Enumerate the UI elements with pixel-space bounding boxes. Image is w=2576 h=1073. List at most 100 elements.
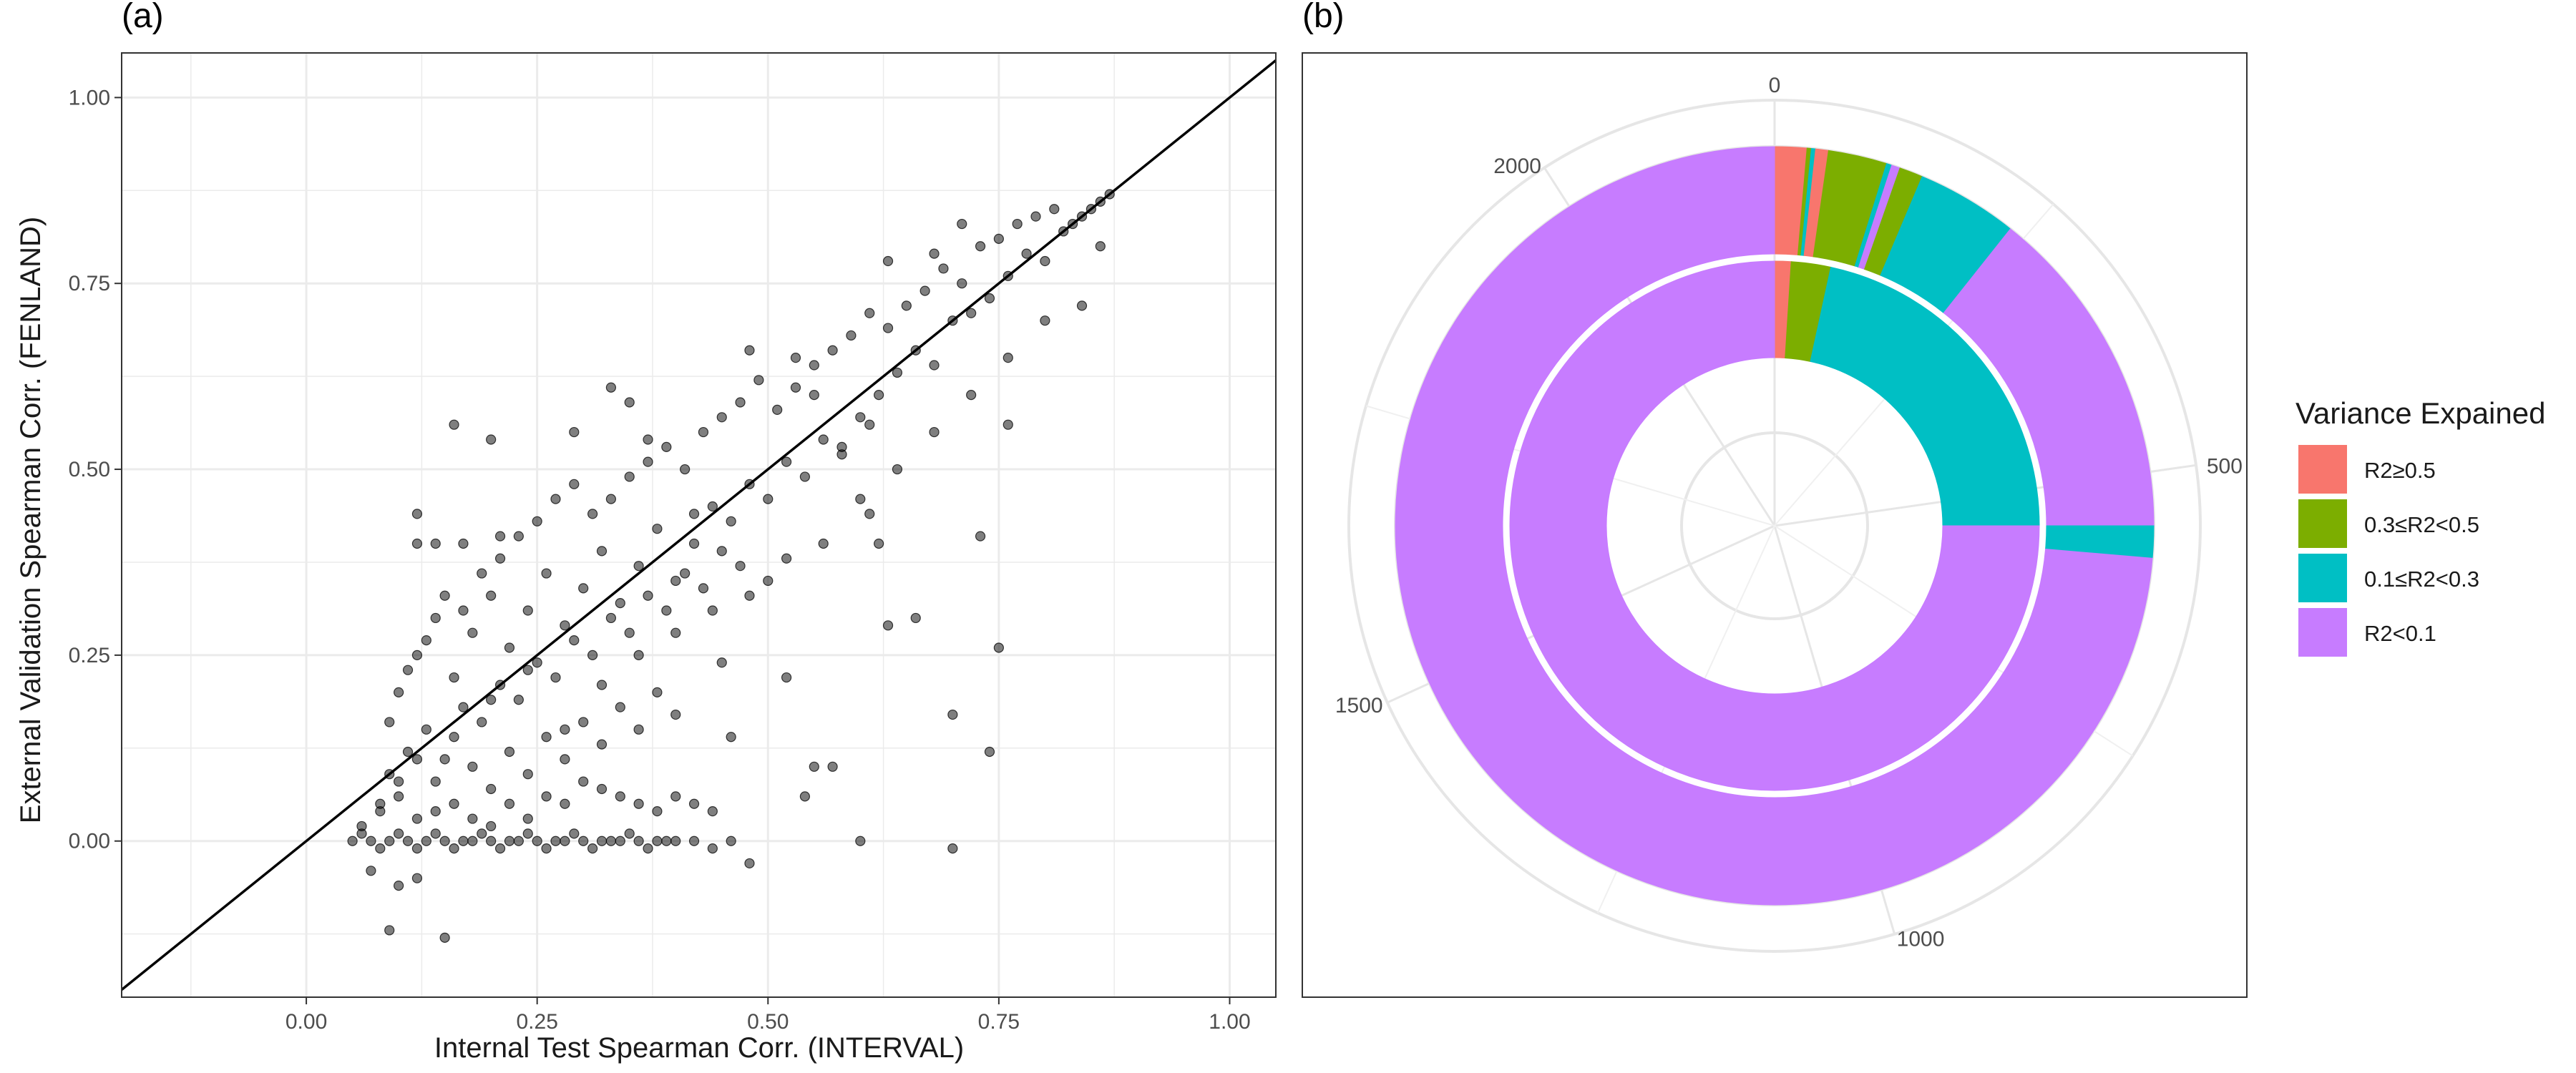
x-axis-title: Internal Test Spearman Corr. (INTERVAL) <box>434 1032 964 1064</box>
scatter-point <box>560 798 570 809</box>
outer-ring-segment <box>1395 146 2153 906</box>
scatter-point <box>550 494 561 504</box>
scatter-point <box>532 516 542 526</box>
scatter-point <box>744 590 755 601</box>
scatter-point <box>864 308 875 318</box>
scatter-point <box>375 798 386 809</box>
scatter-point <box>688 509 700 519</box>
scatter-point <box>615 598 625 609</box>
scatter-point <box>522 769 533 780</box>
panel-b: (b) 0 500 1000 1500 2000 <box>1302 0 2248 998</box>
scatter-point <box>467 761 478 772</box>
scatter-point <box>735 397 746 408</box>
polar-tick-label: 2000 <box>1493 155 1541 178</box>
scatter-point <box>605 836 617 846</box>
scatter-point <box>698 426 709 438</box>
scatter-point <box>411 813 423 824</box>
scatter-point <box>394 828 404 839</box>
scatter-point <box>707 605 718 616</box>
scatter-point <box>467 627 478 638</box>
scatter-point <box>799 791 810 802</box>
scatter-point <box>375 843 386 854</box>
scatter-point <box>458 702 469 712</box>
scatter-point <box>624 828 635 839</box>
scatter-point <box>874 390 884 401</box>
scatter-point <box>633 836 644 846</box>
scatter-point <box>541 791 552 802</box>
scatter-point <box>504 642 515 653</box>
scatter-point <box>1002 419 1013 430</box>
scatter-point <box>411 538 423 549</box>
legend-label: R2≥0.5 <box>2364 458 2436 483</box>
scatter-point <box>938 263 949 274</box>
scatter-point <box>1040 255 1050 267</box>
scatter-point <box>402 665 414 675</box>
scatter-point <box>550 672 561 683</box>
scatter-point <box>726 732 736 743</box>
scatter-point <box>1012 218 1023 230</box>
scatter-point <box>670 627 681 638</box>
scatter-point <box>882 255 894 267</box>
y-tick-label: 0.25 <box>69 644 110 667</box>
scatter-point <box>818 434 829 445</box>
scatter-point <box>449 798 459 809</box>
scatter-ticks: 0.00 0.25 0.50 0.75 1.00 0.00 0.25 0.50 0.75 1.00 <box>69 86 1251 1034</box>
scatter-point <box>993 233 1004 244</box>
scatter-point <box>809 390 819 401</box>
scatter-point <box>605 612 617 624</box>
scatter-point <box>726 836 736 846</box>
scatter-point <box>384 925 395 936</box>
scatter-point <box>726 516 736 526</box>
scatter-point <box>929 426 940 438</box>
scatter-point <box>874 538 884 549</box>
scatter-point <box>947 843 958 854</box>
scatter-point <box>449 672 459 683</box>
scatter-point <box>394 791 404 802</box>
scatter-point <box>569 635 580 646</box>
legend-item: 0.3≤R2<0.5 <box>2298 499 2479 548</box>
scatter-point <box>384 836 395 846</box>
scatter-point <box>569 479 580 489</box>
y-tick-label: 0.50 <box>69 458 110 481</box>
scatter-point <box>1030 211 1041 222</box>
scatter-point <box>513 531 524 542</box>
legend-swatch <box>2298 554 2347 602</box>
scatter-point <box>421 635 431 646</box>
scatter-point <box>394 687 404 697</box>
scatter-point <box>781 672 792 683</box>
scatter-point <box>1040 315 1050 326</box>
y-tick-label: 0.00 <box>69 830 110 853</box>
scatter-point <box>957 278 967 289</box>
scatter-point <box>486 434 497 445</box>
scatter-point <box>411 754 423 765</box>
scatter-point <box>688 836 700 846</box>
scatter-point <box>596 836 608 846</box>
scatter-point <box>615 702 625 712</box>
scatter-point <box>892 367 903 378</box>
scatter-point <box>550 836 561 846</box>
scatter-point <box>486 820 497 832</box>
scatter-point <box>809 360 819 371</box>
scatter-frame <box>121 52 1277 998</box>
scatter-point <box>753 375 764 386</box>
scatter-point <box>477 568 487 579</box>
scatter-point <box>532 657 542 668</box>
scatter-point <box>836 441 847 452</box>
scatter-point <box>864 419 875 430</box>
panel-b-label: (b) <box>1302 0 1345 35</box>
scatter-point <box>827 345 838 356</box>
scatter-point <box>411 873 423 883</box>
scatter-point <box>855 836 866 846</box>
scatter-point <box>892 464 903 475</box>
scatter-point <box>449 843 459 854</box>
scatter-point <box>477 717 487 727</box>
reference-line <box>120 59 1277 991</box>
polar-tick-label: 0 <box>1769 74 1781 97</box>
scatter-point <box>781 456 792 467</box>
scatter-point <box>984 746 995 758</box>
scatter-point <box>560 754 570 765</box>
scatter-point <box>670 575 681 587</box>
scatter-point <box>560 836 570 846</box>
scatter-point <box>790 353 801 363</box>
scatter-point <box>910 612 921 624</box>
